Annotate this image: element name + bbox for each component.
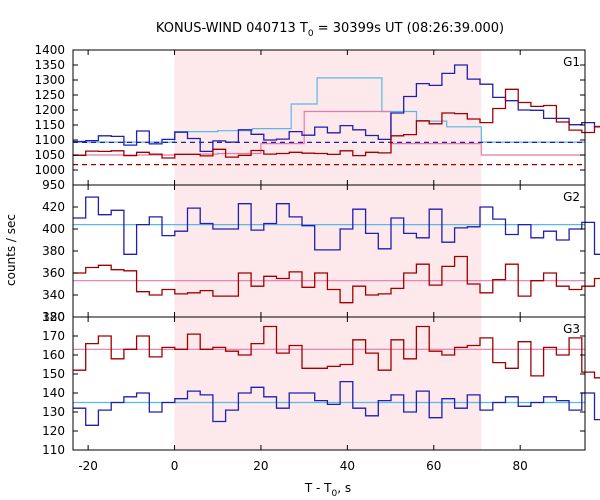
panel-label-g1: G1 <box>563 55 580 69</box>
chart-title-subscript: 0 <box>308 29 314 39</box>
panel-g2: 320 340 360 380 400 420 G2 <box>42 184 600 324</box>
y-tick-label-g3: 140 <box>42 386 65 400</box>
series-g3-red <box>73 325 600 379</box>
y-tick-label-g3: 120 <box>42 424 65 438</box>
series-g1-red <box>73 88 600 159</box>
x-tick-label: 80 <box>513 459 528 473</box>
y-tick-label-g1: 1350 <box>34 58 65 72</box>
y-tick-label-g1: 1200 <box>34 103 65 117</box>
svg-text:KONUS-WIND 040713 T0 = 30399s: KONUS-WIND 040713 T0 = 30399s UT (08:26:… <box>156 21 504 39</box>
x-axis-label: T - T0, s <box>304 481 351 499</box>
y-tick-label-g2: 320 <box>42 310 65 324</box>
x-tick-label: 40 <box>340 459 355 473</box>
y-tick-label-g1: 950 <box>42 178 65 192</box>
y-tick-label-g1: 1300 <box>34 73 65 87</box>
series-g2-red <box>73 255 600 304</box>
y-tick-label-g1: 1250 <box>34 88 65 102</box>
panel-label-g2: G2 <box>563 190 580 204</box>
y-tick-label-g3: 130 <box>42 405 65 419</box>
shaded-interval-g2 <box>174 185 482 317</box>
series-g2-blue <box>73 196 600 255</box>
x-axis-label-main: T - T <box>304 481 332 495</box>
y-tick-label-g2: 420 <box>42 200 65 214</box>
chart-title: KONUS-WIND 040713 T0 = 30399s UT (08:26:… <box>156 21 504 39</box>
series-g1-blue <box>73 64 600 153</box>
y-tick-label-g2: 400 <box>42 222 65 236</box>
series-g3-blue <box>73 380 600 426</box>
y-tick-label-g1: 1150 <box>34 118 65 132</box>
shaded-interval-g3 <box>174 317 482 450</box>
x-axis-label-rest: , s <box>337 481 351 495</box>
x-tick-label: -20 <box>78 459 98 473</box>
shaded-interval-g1 <box>174 50 482 185</box>
svg-text:T - T0, s: T - T0, s <box>304 481 351 499</box>
y-axis-label: counts / sec <box>4 214 18 286</box>
y-tick-label-g1: 1400 <box>34 43 65 57</box>
y-tick-label-g2: 380 <box>42 244 65 258</box>
y-tick-label-g2: 360 <box>42 266 65 280</box>
panel-label-g3: G3 <box>563 322 580 336</box>
y-tick-label-g1: 1050 <box>34 148 65 162</box>
y-tick-label-g3: 160 <box>42 348 65 362</box>
panel-g3: 110 120 130 140 150 160 170 180 G3 <box>42 310 600 457</box>
y-tick-label-g1: 1000 <box>34 163 65 177</box>
chart-title-rest: = 30399s UT (08:26:39.000) <box>314 21 504 36</box>
y-tick-label-g3: 180 <box>42 310 65 324</box>
x-tick-label: 20 <box>253 459 268 473</box>
y-tick-label-g3: 110 <box>42 443 65 457</box>
y-tick-label-g3: 170 <box>42 329 65 343</box>
chart-title-main: KONUS-WIND 040713 T <box>156 21 308 36</box>
y-tick-label-g2: 340 <box>42 288 65 302</box>
x-tick-label: 60 <box>426 459 441 473</box>
y-tick-label-g1: 1100 <box>34 133 65 147</box>
plot-frame-g3 <box>72 316 586 451</box>
x-tick-label: 0 <box>171 459 179 473</box>
model-line-g1-light-blue <box>73 77 585 143</box>
x-axis-label-subscript: 0 <box>332 489 338 499</box>
y-tick-label-g3: 150 <box>42 367 65 381</box>
